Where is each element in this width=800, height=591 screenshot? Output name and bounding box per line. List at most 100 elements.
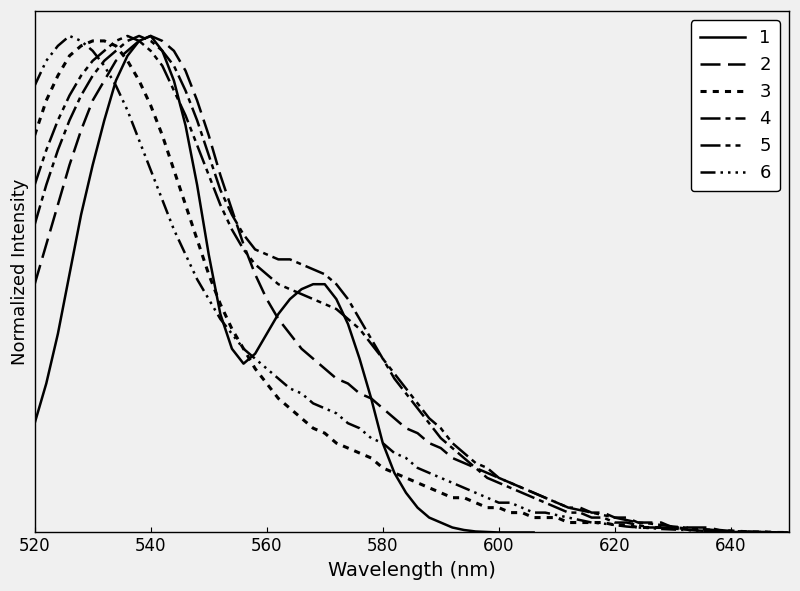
- 2: [634, 519, 643, 526]
- 3: [784, 529, 794, 536]
- 5: [122, 33, 132, 40]
- 1: [331, 296, 341, 303]
- 5: [227, 226, 237, 233]
- 4: [750, 529, 759, 536]
- 4: [274, 256, 283, 263]
- 1: [215, 310, 225, 317]
- 1: [53, 330, 62, 337]
- 1: [308, 281, 318, 288]
- 5: [634, 519, 643, 526]
- 1: [99, 117, 109, 124]
- 1: [192, 181, 202, 189]
- 3: [99, 37, 109, 44]
- Line: 2: 2: [34, 36, 789, 532]
- 1: [401, 489, 410, 496]
- 1: [122, 52, 132, 59]
- 1: [146, 33, 155, 40]
- 4: [134, 33, 144, 40]
- 1: [390, 469, 399, 476]
- 1: [250, 350, 260, 358]
- 1: [76, 211, 86, 218]
- 5: [784, 529, 794, 536]
- 4: [784, 529, 794, 536]
- 3: [378, 465, 387, 472]
- 2: [366, 395, 376, 402]
- 1: [238, 360, 248, 367]
- 4: [366, 335, 376, 342]
- 1: [518, 529, 527, 536]
- 3: [366, 454, 376, 462]
- 1: [274, 310, 283, 317]
- 6: [227, 330, 237, 337]
- 1: [459, 527, 469, 534]
- 1: [297, 285, 306, 293]
- 1: [42, 380, 51, 387]
- 6: [30, 82, 39, 89]
- 1: [506, 529, 515, 536]
- 2: [88, 97, 98, 104]
- 1: [470, 528, 480, 535]
- 1: [134, 37, 144, 44]
- 1: [343, 320, 353, 327]
- 1: [285, 296, 294, 303]
- 1: [494, 529, 504, 536]
- 1: [529, 529, 538, 536]
- 4: [378, 355, 387, 362]
- 6: [761, 529, 770, 536]
- 1: [111, 77, 121, 84]
- 6: [366, 434, 376, 441]
- 3: [274, 395, 283, 402]
- 5: [274, 281, 283, 288]
- 2: [274, 316, 283, 323]
- 6: [378, 440, 387, 447]
- 1: [227, 345, 237, 352]
- 4: [88, 72, 98, 79]
- 2: [227, 206, 237, 213]
- Line: 5: 5: [34, 36, 789, 532]
- 4: [634, 521, 643, 528]
- 5: [88, 57, 98, 64]
- Legend: 1, 2, 3, 4, 5, 6: 1, 2, 3, 4, 5, 6: [690, 20, 780, 191]
- Line: 1: 1: [34, 36, 534, 532]
- Line: 6: 6: [34, 36, 789, 532]
- Line: 3: 3: [34, 41, 789, 532]
- 3: [30, 132, 39, 139]
- 5: [30, 181, 39, 189]
- 3: [88, 37, 98, 44]
- 1: [169, 77, 178, 84]
- 6: [634, 524, 643, 531]
- 3: [227, 326, 237, 333]
- 1: [65, 271, 74, 278]
- X-axis label: Wavelength (nm): Wavelength (nm): [328, 561, 496, 580]
- 4: [227, 211, 237, 218]
- 1: [482, 528, 492, 535]
- 1: [413, 504, 422, 511]
- Line: 4: 4: [34, 36, 789, 532]
- 2: [146, 33, 155, 40]
- Y-axis label: Normalized Intensity: Normalized Intensity: [11, 178, 29, 365]
- 1: [158, 47, 167, 54]
- 4: [30, 221, 39, 228]
- 2: [30, 281, 39, 288]
- 2: [784, 529, 794, 536]
- 1: [30, 420, 39, 427]
- 1: [366, 395, 376, 402]
- 1: [436, 519, 446, 526]
- 6: [99, 62, 109, 69]
- 5: [378, 355, 387, 362]
- 1: [447, 524, 457, 531]
- 1: [204, 251, 214, 258]
- 1: [354, 355, 364, 362]
- 1: [88, 161, 98, 168]
- 6: [65, 33, 74, 40]
- 1: [320, 281, 330, 288]
- 2: [773, 529, 782, 536]
- 1: [262, 330, 271, 337]
- 6: [274, 375, 283, 382]
- 3: [773, 529, 782, 536]
- 5: [366, 340, 376, 348]
- 6: [784, 529, 794, 536]
- 3: [634, 524, 643, 531]
- 2: [378, 405, 387, 412]
- 5: [773, 529, 782, 536]
